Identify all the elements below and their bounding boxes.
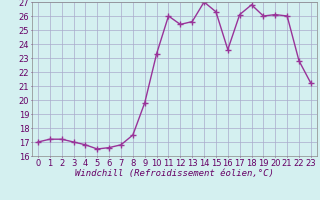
X-axis label: Windchill (Refroidissement éolien,°C): Windchill (Refroidissement éolien,°C) xyxy=(75,169,274,178)
